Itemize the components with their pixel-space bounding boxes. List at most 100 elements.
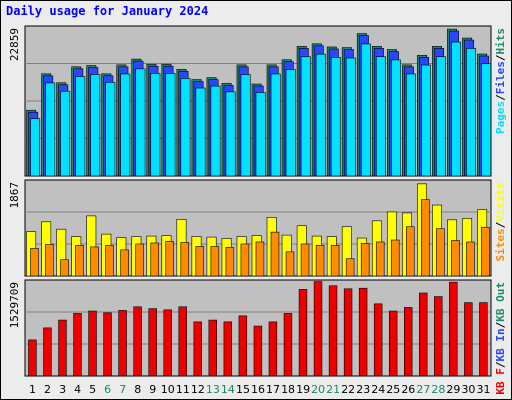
x-day-label-11: 11 (176, 383, 190, 396)
bar-sites-day-25 (390, 239, 400, 277)
x-day-label-2: 2 (44, 383, 51, 396)
bar-sites-day-3 (60, 259, 69, 277)
bar-sites-day-27 (421, 199, 430, 277)
x-day-label-31: 31 (476, 383, 490, 396)
x-day-label-1: 1 (29, 383, 36, 396)
bar-pages-day-4 (75, 76, 86, 177)
legend-hits-files-pages: Pages/Files/Hits (494, 28, 507, 134)
bar-sites-day-15 (240, 243, 250, 277)
x-day-label-30: 30 (461, 383, 475, 396)
x-day-label-5: 5 (89, 383, 96, 396)
legend-visits-sites: Sites/Visits (494, 182, 507, 262)
bar-pages-day-17 (270, 73, 281, 177)
bar-kbytes-day-5 (88, 310, 97, 377)
bar-pages-day-25 (390, 59, 401, 177)
bar-kbytes-day-1 (28, 339, 37, 377)
y-max-label-panel-3: 1529709 (8, 282, 21, 328)
legend-item-sep5: / (494, 321, 507, 328)
bar-pages-day-23 (360, 43, 371, 177)
bar-kbytes-day-2 (43, 327, 52, 377)
bar-pages-day-7 (120, 73, 131, 177)
bar-pages-day-9 (150, 73, 161, 177)
bar-pages-day-13 (210, 85, 221, 177)
x-day-label-19: 19 (296, 383, 310, 396)
x-day-label-3: 3 (59, 383, 66, 396)
x-day-label-14: 14 (221, 383, 235, 396)
legend-kbytes: KB F/KB In/KB Out (494, 282, 507, 395)
bar-sites-day-29 (451, 240, 460, 277)
bar-sites-day-21 (330, 245, 340, 277)
bar-pages-day-8 (135, 68, 146, 177)
x-day-label-18: 18 (281, 383, 295, 396)
bar-pages-day-19 (300, 56, 311, 177)
bar-pages-day-31 (481, 63, 492, 177)
bar-sites-day-9 (150, 242, 159, 277)
bar-kbytes-day-12 (193, 321, 202, 377)
bar-kbytes-day-7 (118, 310, 127, 377)
legend-item-files: Files (494, 61, 507, 94)
bar-sites-day-5 (90, 246, 99, 277)
bar-sites-day-26 (406, 226, 415, 277)
bar-kbytes-day-14 (223, 321, 233, 377)
bar-pages-day-22 (345, 57, 356, 177)
bar-pages-day-30 (466, 48, 477, 177)
bar-sites-day-7 (120, 249, 129, 277)
bar-sites-day-10 (165, 241, 175, 277)
bar-pages-day-15 (240, 74, 251, 177)
x-day-label-20: 20 (311, 383, 325, 396)
x-day-label-17: 17 (266, 383, 280, 396)
x-day-label-23: 23 (356, 383, 370, 396)
x-day-label-26: 26 (401, 383, 415, 396)
bar-sites-day-17 (270, 231, 280, 277)
legend-item-sep2: / (494, 54, 507, 61)
bar-pages-day-28 (436, 56, 446, 177)
bar-kbytes-day-19 (298, 289, 308, 377)
x-day-label-12: 12 (191, 383, 205, 396)
bar-kbytes-day-22 (343, 288, 353, 377)
bar-pages-day-24 (375, 56, 386, 177)
x-day-label-10: 10 (161, 383, 175, 396)
y-max-label-panel-1: 22859 (8, 28, 21, 61)
bar-kbytes-day-28 (434, 296, 443, 377)
legend-item-sites: Sites (494, 228, 507, 261)
x-day-label-29: 29 (446, 383, 460, 396)
bar-pages-day-5 (90, 74, 101, 177)
x-day-label-24: 24 (371, 383, 385, 396)
bar-kbytes-day-17 (268, 321, 278, 377)
x-day-label-16: 16 (251, 383, 265, 396)
bar-sites-day-16 (255, 241, 265, 277)
bar-sites-day-13 (210, 246, 220, 277)
legend-item-kbf: KB F (494, 368, 507, 395)
bar-kbytes-day-4 (73, 313, 82, 377)
bar-pages-day-29 (451, 41, 462, 177)
bar-pages-day-20 (315, 53, 326, 177)
bar-sites-day-23 (360, 243, 370, 277)
bar-kbytes-day-13 (208, 319, 218, 377)
x-day-label-21: 21 (326, 383, 340, 396)
legend-item-hits: Hits (494, 28, 507, 55)
x-day-label-7: 7 (119, 383, 126, 396)
legend-item-sep1: / (494, 94, 507, 101)
bar-sites-day-20 (315, 245, 325, 277)
bar-pages-day-3 (60, 90, 71, 177)
legend-item-kbin: KB In (494, 328, 507, 361)
bar-sites-day-18 (285, 251, 295, 277)
bar-sites-day-24 (375, 241, 385, 277)
bar-sites-day-12 (195, 246, 205, 277)
bar-kbytes-day-3 (58, 319, 67, 377)
bar-sites-day-30 (466, 241, 475, 277)
bar-pages-day-14 (225, 91, 236, 177)
bar-kbytes-day-23 (358, 287, 368, 377)
bar-pages-day-10 (165, 73, 176, 177)
bar-pages-day-26 (406, 73, 416, 177)
bar-pages-day-1 (30, 118, 41, 177)
bar-kbytes-day-27 (419, 292, 428, 377)
bar-kbytes-day-10 (163, 309, 172, 377)
x-day-label-28: 28 (431, 383, 445, 396)
x-day-label-22: 22 (341, 383, 355, 396)
x-day-label-9: 9 (149, 383, 156, 396)
x-day-label-27: 27 (416, 383, 430, 396)
x-day-label-13: 13 (206, 383, 220, 396)
bar-sites-day-22 (345, 258, 355, 277)
